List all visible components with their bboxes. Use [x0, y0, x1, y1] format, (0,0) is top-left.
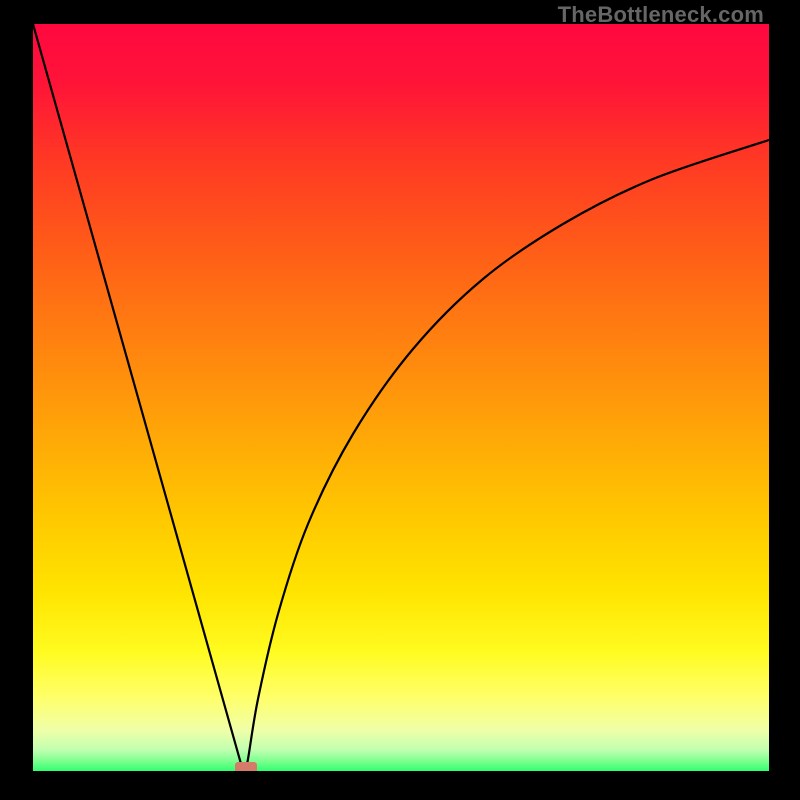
bottleneck-curve	[33, 24, 769, 771]
curve-path	[33, 24, 769, 771]
optimum-marker	[235, 762, 257, 771]
border-left	[0, 0, 33, 800]
chart-frame: TheBottleneck.com	[0, 0, 800, 800]
border-bottom	[0, 771, 800, 800]
watermark-text: TheBottleneck.com	[558, 2, 764, 28]
border-right	[769, 0, 800, 800]
plot-area	[33, 24, 769, 771]
